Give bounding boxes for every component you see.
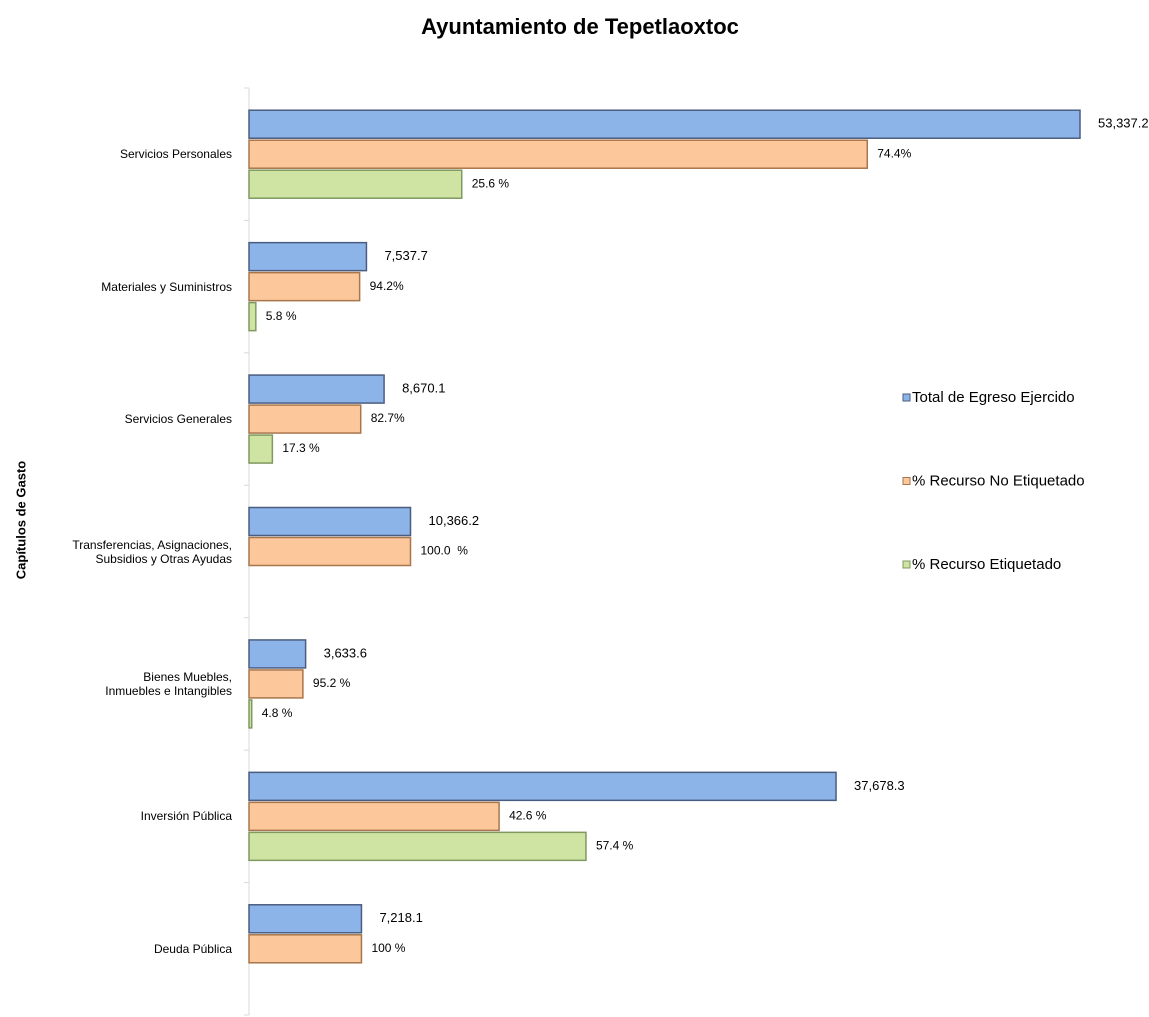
chart-title: Ayuntamiento de Tepetlaoxtoc bbox=[421, 14, 739, 39]
data-label: 74.4% bbox=[877, 146, 911, 160]
bar bbox=[248, 434, 274, 464]
bar bbox=[248, 536, 412, 567]
y-axis-label: Capítulos de Gasto bbox=[13, 461, 28, 580]
bar bbox=[248, 301, 257, 332]
bar bbox=[248, 934, 363, 964]
data-label: 4.8 % bbox=[262, 706, 293, 720]
data-label: 94.2% bbox=[370, 279, 404, 293]
bar bbox=[248, 904, 363, 934]
y-tick-label: Inversión Pública bbox=[140, 809, 232, 824]
bar bbox=[248, 771, 837, 802]
data-label: 25.6 % bbox=[472, 176, 510, 190]
bar bbox=[248, 801, 500, 832]
y-tick-label: Bienes Muebles, Inmuebles e Intangibles bbox=[105, 669, 232, 698]
data-label: 3,633.6 bbox=[324, 645, 367, 660]
bar bbox=[248, 169, 463, 199]
legend-marker bbox=[902, 393, 911, 402]
data-label: 7,218.1 bbox=[379, 910, 422, 925]
y-tick-label: Servicios Generales bbox=[124, 412, 232, 427]
data-label: 37,678.3 bbox=[854, 778, 905, 793]
legend-marker bbox=[902, 477, 911, 485]
data-label: 42.6 % bbox=[509, 809, 547, 823]
y-tick-label: Materiales y Suministros bbox=[101, 279, 232, 294]
data-label: 17.3 % bbox=[282, 441, 320, 455]
data-label: 7,537.7 bbox=[384, 248, 427, 263]
legend-label: Total de Egreso Ejercido bbox=[912, 389, 1075, 406]
y-tick-label: Deuda Pública bbox=[153, 941, 232, 956]
data-label: 10,366.2 bbox=[429, 513, 480, 528]
data-label: 95.2 % bbox=[313, 676, 351, 690]
legend-label: % Recurso No Etiquetado bbox=[912, 472, 1085, 489]
bar bbox=[248, 139, 869, 169]
bar bbox=[248, 241, 368, 272]
data-label: 100 % bbox=[371, 941, 405, 955]
data-label: 57.4 % bbox=[596, 839, 634, 853]
y-tick-label: Transferencias, Asignaciones, Subsidios … bbox=[72, 537, 232, 566]
data-label: 53,337.2 bbox=[1098, 116, 1149, 131]
bar bbox=[248, 669, 304, 699]
data-label: 5.8 % bbox=[266, 309, 297, 323]
y-tick-label: Servicios Personales bbox=[119, 147, 232, 162]
data-label: 8,670.1 bbox=[402, 381, 445, 396]
bar bbox=[248, 374, 385, 404]
bar bbox=[248, 271, 361, 302]
data-label: 82.7% bbox=[371, 411, 405, 425]
bar bbox=[248, 831, 587, 862]
bar bbox=[248, 109, 1081, 139]
bar bbox=[248, 699, 253, 729]
legend-marker bbox=[902, 560, 911, 569]
bar bbox=[248, 639, 307, 669]
bar bbox=[248, 404, 362, 434]
bar bbox=[248, 506, 412, 537]
legend-label: % Recurso Etiquetado bbox=[912, 556, 1061, 573]
data-label: 100.0 % bbox=[421, 544, 469, 558]
